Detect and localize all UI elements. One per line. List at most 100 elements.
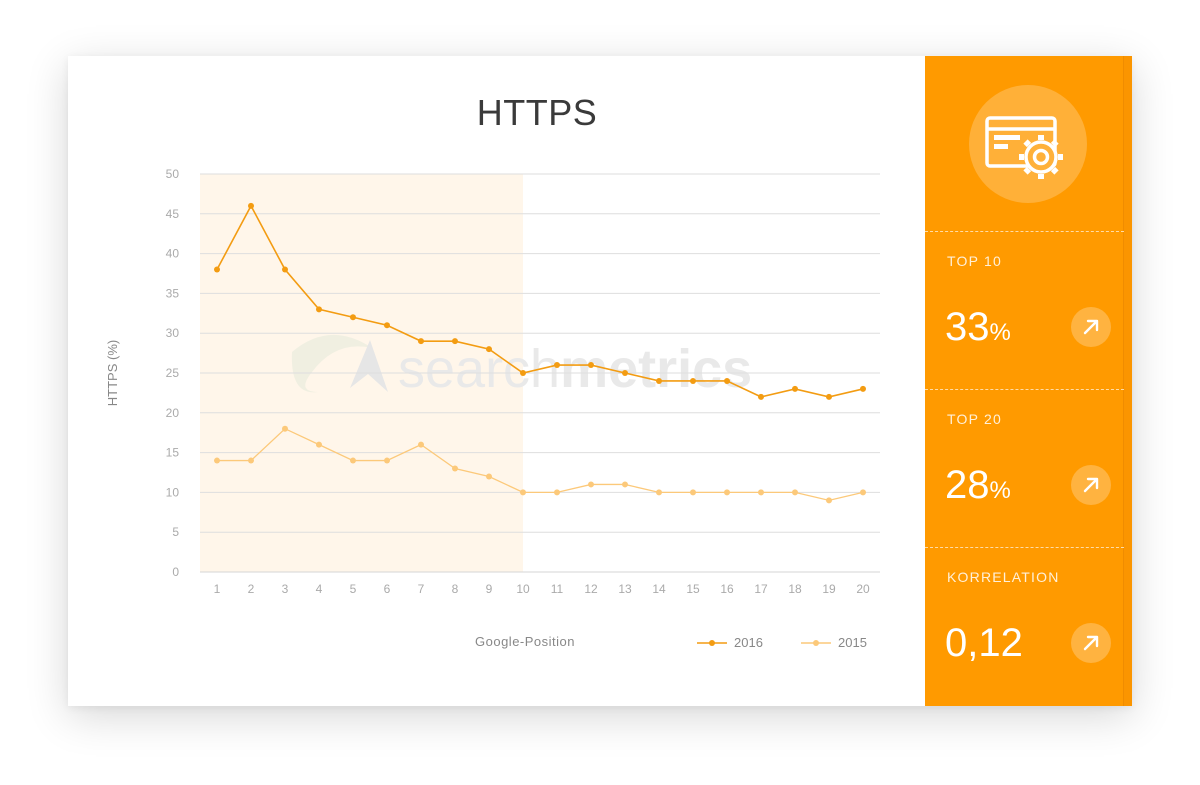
x-tick-label: 11 <box>551 582 564 596</box>
stat-divider <box>925 547 1124 548</box>
y-tick-label: 20 <box>166 406 180 420</box>
settings-window-icon <box>969 85 1087 203</box>
y-tick-label: 45 <box>166 207 180 221</box>
watermark-logo-mark <box>350 340 388 392</box>
stats-panel: TOP 10 33% TOP 20 28% KORRELATION 0,12 <box>925 56 1132 706</box>
data-point-2016 <box>758 393 764 400</box>
y-tick-label: 30 <box>166 326 180 340</box>
data-point-2016 <box>724 377 730 384</box>
y-tick-label: 0 <box>172 565 179 579</box>
data-point-2016 <box>384 322 390 329</box>
data-point-2015 <box>418 441 424 448</box>
stat-label: KORRELATION <box>947 569 1060 585</box>
y-tick-label: 35 <box>166 286 180 300</box>
x-axis-label: Google-Position <box>475 634 575 649</box>
data-point-2015 <box>248 457 254 464</box>
y-tick-label: 50 <box>166 167 180 181</box>
y-tick-label: 10 <box>166 485 180 499</box>
stat-number: 0,12 <box>945 621 1023 665</box>
watermark-logo <box>291 334 372 393</box>
legend-label-2015: 2015 <box>838 635 867 650</box>
data-point-2016 <box>214 266 220 273</box>
legend-marker-2016 <box>709 640 715 646</box>
data-point-2016 <box>860 385 866 392</box>
data-point-2016 <box>316 306 322 313</box>
data-point-2015 <box>384 457 390 464</box>
x-tick-label: 4 <box>316 582 323 596</box>
data-point-2015 <box>724 489 730 496</box>
data-point-2016 <box>486 346 492 353</box>
x-tick-label: 6 <box>384 582 391 596</box>
stat-value: 28% <box>945 463 1011 508</box>
chart-card: HTTPS searchmetrics 0 5 10 15 20 25 30 35 40 45 50 1… <box>68 56 1132 706</box>
arrow-up-right-icon[interactable] <box>1071 623 1111 663</box>
stat-unit: % <box>989 319 1011 346</box>
legend-marker-2015 <box>813 640 819 646</box>
data-point-2015 <box>486 473 492 480</box>
stat-label: TOP 10 <box>947 253 1002 269</box>
data-point-2015 <box>792 489 798 496</box>
x-tick-label: 17 <box>754 582 768 596</box>
x-tick-label: 18 <box>788 582 802 596</box>
x-tick-label: 12 <box>584 582 598 596</box>
y-tick-label: 5 <box>172 525 179 539</box>
stat-value: 0,12 <box>945 621 1023 666</box>
x-tick-label: 15 <box>686 582 700 596</box>
data-point-2015 <box>452 465 458 472</box>
data-point-2015 <box>622 481 628 488</box>
x-tick-label: 5 <box>350 582 357 596</box>
data-point-2016 <box>792 385 798 392</box>
data-point-2015 <box>690 489 696 496</box>
arrow-up-right-icon[interactable] <box>1071 307 1111 347</box>
x-tick-label: 3 <box>282 582 289 596</box>
x-tick-label: 13 <box>618 582 632 596</box>
data-point-2015 <box>350 457 356 464</box>
stat-top10: TOP 10 33% <box>925 231 1132 389</box>
legend-label-2016: 2016 <box>734 635 763 650</box>
data-point-2016 <box>622 370 628 376</box>
x-tick-label: 9 <box>486 582 493 596</box>
data-point-2015 <box>316 441 322 448</box>
stat-divider <box>925 231 1124 232</box>
stat-divider <box>925 389 1124 390</box>
data-point-2015 <box>758 489 764 496</box>
y-tick-label: 15 <box>166 446 180 460</box>
x-tick-label: 20 <box>856 582 870 596</box>
stat-number: 33 <box>945 305 990 349</box>
x-tick-label: 10 <box>516 582 530 596</box>
panel-edge <box>1123 56 1132 706</box>
data-point-2016 <box>690 377 696 384</box>
arrow-up-right-icon[interactable] <box>1071 465 1111 505</box>
data-point-2015 <box>588 481 594 488</box>
data-point-2016 <box>520 370 526 376</box>
stat-korrelation: KORRELATION 0,12 <box>925 547 1132 705</box>
x-tick-label: 7 <box>418 582 425 596</box>
data-point-2015 <box>656 489 662 496</box>
data-point-2016 <box>248 202 254 209</box>
x-tick-label: 16 <box>720 582 734 596</box>
data-point-2016 <box>282 266 288 273</box>
x-tick-label: 1 <box>214 582 221 596</box>
x-tick-label: 2 <box>248 582 255 596</box>
stat-number: 28 <box>945 463 990 507</box>
stat-label: TOP 20 <box>947 411 1002 427</box>
watermark-text: searchmetrics <box>398 339 752 399</box>
data-point-2016 <box>452 338 458 345</box>
chart-area: HTTPS searchmetrics 0 5 10 15 20 25 30 35 40 45 50 1… <box>68 56 925 706</box>
data-point-2016 <box>418 338 424 345</box>
stat-value: 33% <box>945 305 1011 350</box>
data-point-2015 <box>214 457 220 464</box>
data-point-2016 <box>826 393 832 400</box>
x-tick-label: 8 <box>452 582 459 596</box>
series-line-2016 <box>216 204 864 398</box>
x-tick-label: 19 <box>822 582 836 596</box>
data-point-2015 <box>860 489 866 496</box>
stat-unit: % <box>989 477 1011 504</box>
data-point-2016 <box>350 314 356 321</box>
data-point-2015 <box>282 425 288 432</box>
chart-title: HTTPS <box>476 92 598 133</box>
y-axis-label: HTTPS (%) <box>105 340 120 406</box>
y-tick-label: 40 <box>166 247 180 261</box>
data-point-2016 <box>588 362 594 369</box>
